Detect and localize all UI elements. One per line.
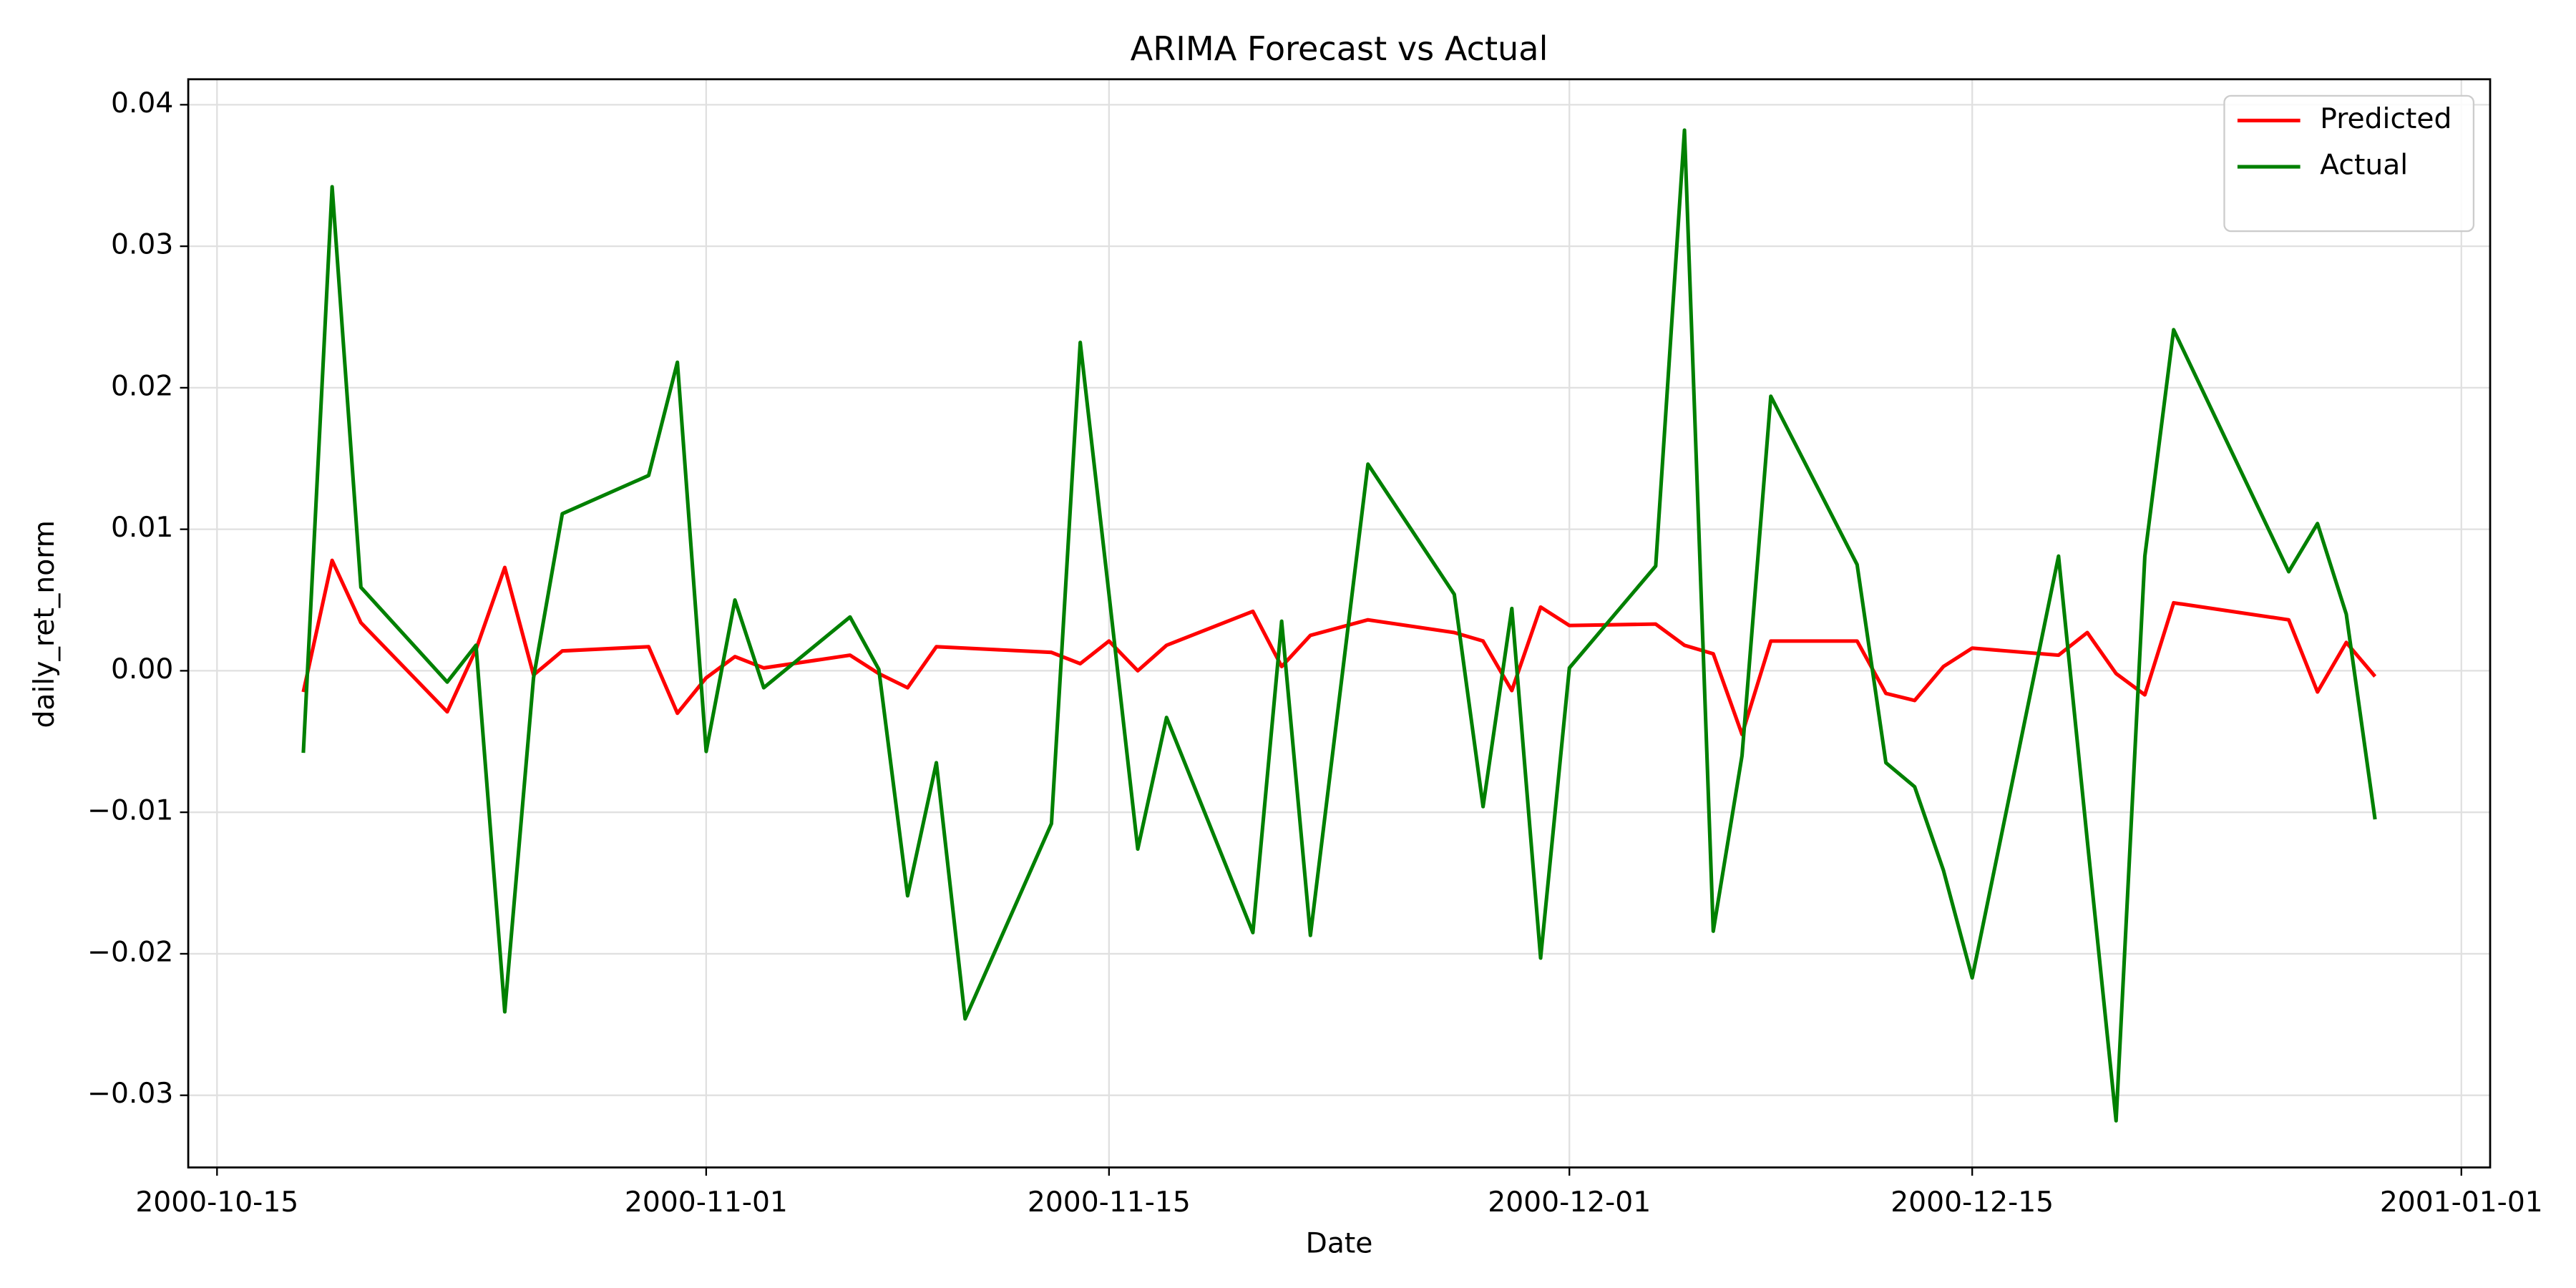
x-tick-label: 2000-11-15 [1028, 1186, 1191, 1219]
y-axis-label: daily_ret_norm [29, 520, 61, 728]
y-tick-label: −0.03 [87, 1078, 173, 1110]
y-tick-label: −0.02 [87, 936, 173, 968]
x-tick-label: 2000-10-15 [135, 1186, 298, 1219]
legend-label: Predicted [2320, 103, 2451, 135]
series-line [301, 128, 2377, 1123]
y-tick-label: 0.04 [111, 87, 173, 119]
y-tick-label: −0.01 [87, 795, 173, 827]
x-tick-label: 2000-12-15 [1890, 1186, 2054, 1219]
series-line [301, 558, 2377, 736]
x-tick-label: 2000-11-01 [625, 1186, 788, 1219]
chart-title: ARIMA Forecast vs Actual [1131, 29, 1548, 68]
x-tick-label: 2001-01-01 [2380, 1186, 2543, 1219]
x-tick-label: 2000-12-01 [1488, 1186, 1651, 1219]
y-tick-label: 0.00 [111, 653, 173, 686]
legend-label: Actual [2320, 150, 2408, 182]
x-axis-label: Date [1306, 1228, 1373, 1260]
y-tick-label: 0.02 [111, 370, 173, 402]
legend-box [2223, 94, 2475, 233]
y-tick-label: 0.01 [111, 512, 173, 544]
y-tick-label: 0.03 [111, 229, 173, 261]
plot-frame [187, 78, 2492, 1169]
legend: Predicted Actual [2223, 94, 2475, 233]
